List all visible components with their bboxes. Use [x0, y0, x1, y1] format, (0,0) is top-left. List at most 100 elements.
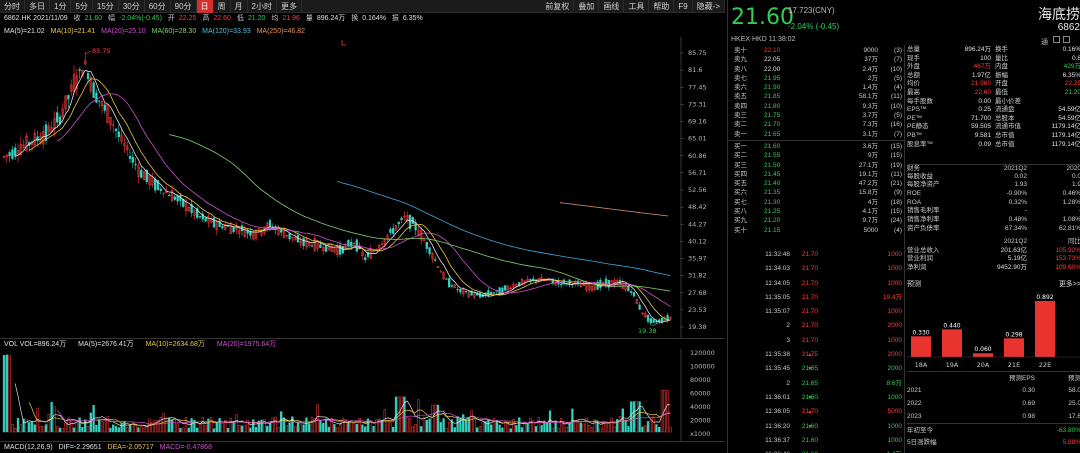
- volume-bar: [366, 418, 370, 433]
- trade-row: 11:34:05 21.70 1000: [728, 277, 904, 291]
- stat-value-2: 54.59亿: [1058, 106, 1080, 114]
- ask-label: 卖七: [734, 74, 747, 82]
- volume-bar: [25, 419, 28, 433]
- volume-bar: [638, 401, 641, 433]
- candlestick-chart[interactable]: 85.75 81.6 77.45 73.31 69.16 65.01 60.86 56.71 5…: [0, 37, 725, 338]
- volume-bar: [190, 418, 193, 433]
- candle-body: [646, 315, 650, 322]
- volume-bar: [537, 417, 540, 433]
- period-tab-3[interactable]: 5分: [71, 0, 93, 13]
- period-tab-8[interactable]: 日: [196, 0, 214, 13]
- bid-qty: 9.7万: [862, 217, 878, 225]
- vol-ma5-label: MA(5)=2676.41万: [78, 341, 134, 348]
- bid-label: 买七: [734, 198, 747, 206]
- period-tab-9[interactable]: 周: [214, 0, 231, 13]
- period-tab-2[interactable]: 1分: [50, 0, 72, 13]
- vol-tick: 100000: [690, 363, 715, 371]
- volume-bar: [16, 417, 20, 433]
- trade-time: 11:36:37: [765, 436, 790, 444]
- volume-bar: [212, 428, 216, 433]
- volume-bar: [285, 425, 288, 433]
- bid-price: 21.55: [764, 152, 781, 160]
- period-tab-0[interactable]: 分时: [0, 0, 25, 13]
- forecast-bar-chart: 0.330 18A 0.440 19A 0.060 20A 0.298 21E 0.892 22E: [907, 289, 1080, 371]
- volume-bar: [86, 426, 90, 433]
- ask-qty: 9000: [863, 47, 878, 54]
- forecast-bar-label: 0.060: [974, 346, 991, 353]
- period-tab-12[interactable]: 更多: [277, 0, 302, 13]
- volume-bar: [350, 420, 353, 433]
- volume-bar: [8, 354, 11, 433]
- toolbar-tool-4[interactable]: 帮助: [649, 0, 675, 13]
- trade-price: 21.70: [801, 336, 818, 344]
- volume-bar: [165, 419, 168, 433]
- period-tab-11[interactable]: 2小时: [248, 0, 277, 13]
- candle-body: [324, 245, 328, 252]
- high-marker-label: 85.75: [92, 47, 111, 55]
- stat-key: 现手: [907, 54, 920, 62]
- volume-bar: [324, 418, 328, 433]
- period-tab-6[interactable]: 60分: [145, 0, 171, 13]
- volume-bar: [288, 422, 291, 433]
- candle-body: [67, 95, 70, 100]
- volume-bar: [585, 418, 588, 433]
- stat-key-2: 流通盘: [995, 106, 1015, 114]
- ask-label: 卖一: [734, 130, 747, 138]
- volume-bar: [114, 426, 118, 433]
- stat-value-2: 1179.14亿: [1051, 131, 1080, 139]
- trade-time: 2: [786, 379, 790, 387]
- candle-body: [644, 313, 647, 318]
- volume-bar: [504, 421, 507, 433]
- connect-box-icon[interactable]: [1053, 36, 1060, 43]
- period-tab-5[interactable]: 30分: [119, 0, 145, 13]
- period-tab-4[interactable]: 15分: [93, 0, 119, 13]
- toolbar-tool-6[interactable]: 隐藏->: [693, 0, 725, 13]
- candle-body: [294, 237, 297, 241]
- volume-bar: [565, 426, 568, 433]
- candle-body: [338, 244, 342, 255]
- period-toolbar: 分时 多日 1分 5分 15分 30分 60分 90分日周月 2小时 更多 前复权 叠加 画线 工具 帮助 F…: [0, 0, 725, 13]
- trade-row: 11:36:01 21.60 ▼ 1000: [728, 391, 904, 405]
- eps-year: 5日涨跌幅: [907, 439, 937, 446]
- volume-bar: [201, 416, 204, 433]
- volume-bar: [257, 420, 260, 433]
- bid-row: 买八 21.25 4.1万 (15): [728, 207, 904, 216]
- volume-bar: [319, 420, 322, 433]
- ask-row: 卖五 21.85 58.1万 (11): [728, 92, 904, 101]
- candle-body: [366, 252, 370, 257]
- candle-body: [282, 230, 286, 239]
- bid-label: 买八: [734, 208, 747, 216]
- candle-body: [145, 169, 148, 182]
- candlestick-svg[interactable]: 85.75 81.6 77.45 73.31 69.16 65.01 60.86 56.71 5…: [0, 37, 725, 338]
- forecast-more-link[interactable]: 更多>>: [1058, 281, 1080, 288]
- volume-chart[interactable]: 120000 100000 80000 60000 40000 20000 x1000: [0, 349, 725, 441]
- stat-key-2: 总市值: [995, 131, 1015, 139]
- finance-row: ROA 0.32% 1.28%: [907, 199, 1080, 208]
- volume-bar: [198, 424, 202, 433]
- trade-volume-value: 1000: [887, 279, 902, 287]
- toolbar-tool-0[interactable]: 前复权: [541, 0, 575, 13]
- period-tab-1[interactable]: 多日: [25, 0, 50, 13]
- ask-qty: 37万: [864, 56, 878, 64]
- bid-price: 21.20: [764, 217, 781, 225]
- candle-body: [176, 195, 179, 202]
- toolbar-tool-5[interactable]: F9: [674, 0, 693, 13]
- period-tab-10[interactable]: 月: [231, 0, 248, 13]
- bid-count: (15): [890, 208, 902, 216]
- ask-qty: 2万: [867, 74, 878, 82]
- toolbar-tool-3[interactable]: 工具: [624, 0, 650, 13]
- connect-box-icon-2[interactable]: [1063, 36, 1070, 43]
- stat-value-2: 54.59亿: [1058, 114, 1080, 122]
- volume-bar: [182, 427, 185, 433]
- volume-svg[interactable]: 120000 100000 80000 60000 40000 20000 x1000: [0, 349, 725, 441]
- candle-body: [254, 231, 258, 239]
- candle-body: [322, 247, 325, 252]
- toolbar-tool-2[interactable]: 画线: [599, 0, 625, 13]
- period-tab-7[interactable]: 90分: [171, 0, 197, 13]
- trade-row: 11:36:20 21.60 ▼ 1000: [728, 420, 904, 434]
- candle-body: [95, 92, 98, 103]
- volume-bar: [406, 417, 409, 433]
- forecast-header: 预测 更多>>: [907, 279, 1080, 289]
- candle-body: [112, 124, 115, 126]
- toolbar-tool-1[interactable]: 叠加: [574, 0, 600, 13]
